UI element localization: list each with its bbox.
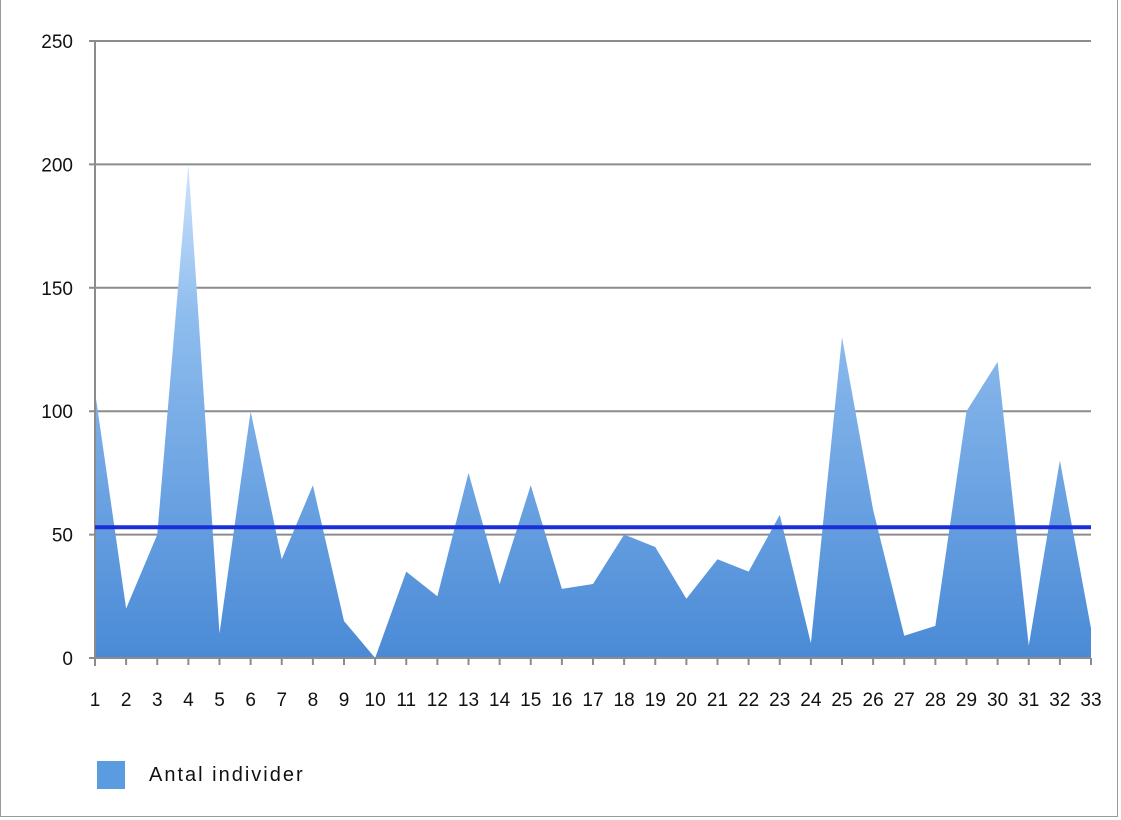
y-tick-labels: 0 50 100 150 200 250 — [41, 32, 73, 670]
series-area-fill — [95, 164, 1091, 658]
x-tick-label: 7 — [276, 690, 287, 711]
x-tick-label: 17 — [582, 690, 603, 711]
x-tick-label: 25 — [831, 690, 852, 711]
legend-label: Antal individer — [149, 763, 305, 786]
y-tick-label: 100 — [41, 402, 73, 423]
x-tick-label: 14 — [489, 690, 511, 711]
x-tick-label: 20 — [676, 690, 697, 711]
x-tick-label: 2 — [121, 690, 132, 711]
x-tick-label: 5 — [214, 690, 225, 711]
x-tick-label: 26 — [863, 690, 884, 711]
y-tick-label: 0 — [62, 649, 73, 670]
y-tick-label: 150 — [41, 279, 73, 300]
x-tick-label: 12 — [427, 690, 448, 711]
x-tick-label: 11 — [396, 690, 416, 711]
x-tick-label: 9 — [339, 690, 350, 711]
x-tick-label: 19 — [645, 690, 666, 711]
series-area — [95, 164, 1091, 658]
x-tick-label: 18 — [614, 690, 635, 711]
y-tick-label: 200 — [41, 155, 73, 176]
x-tick-label: 16 — [551, 690, 572, 711]
x-tick-label: 15 — [520, 690, 541, 711]
x-tick-label: 33 — [1080, 690, 1101, 711]
gridlines — [89, 40, 1091, 536]
x-tick-label: 22 — [738, 690, 759, 711]
x-tick-label: 29 — [956, 690, 977, 711]
x-tick-label: 23 — [769, 690, 790, 711]
x-tick-label: 31 — [1018, 690, 1039, 711]
y-tick-label: 50 — [52, 526, 73, 547]
x-tick-label: 21 — [707, 690, 728, 711]
x-tick-label: 8 — [308, 690, 319, 711]
axes — [89, 41, 1092, 666]
x-tick-label: 6 — [245, 690, 256, 711]
legend: Antal individer — [97, 761, 305, 789]
x-tick-label: 24 — [800, 690, 822, 711]
x-tick-label: 1 — [90, 690, 101, 711]
x-tick-label: 32 — [1049, 690, 1070, 711]
x-tick-label: 27 — [894, 690, 915, 711]
x-tick-label: 13 — [458, 690, 479, 711]
x-tick-labels: 1 2 3 4 5 6 7 8 9 10 11 12 13 14 15 16 17 18 19 20 21 22 23 24 2… — [90, 690, 1102, 711]
x-tick-label: 28 — [925, 690, 946, 711]
x-tick-label: 10 — [365, 690, 386, 711]
x-tick-label: 3 — [152, 690, 163, 711]
y-tick-label: 250 — [41, 32, 73, 53]
legend-swatch — [97, 761, 125, 789]
x-tick-label: 4 — [183, 690, 194, 711]
x-tick-label: 30 — [987, 690, 1008, 711]
